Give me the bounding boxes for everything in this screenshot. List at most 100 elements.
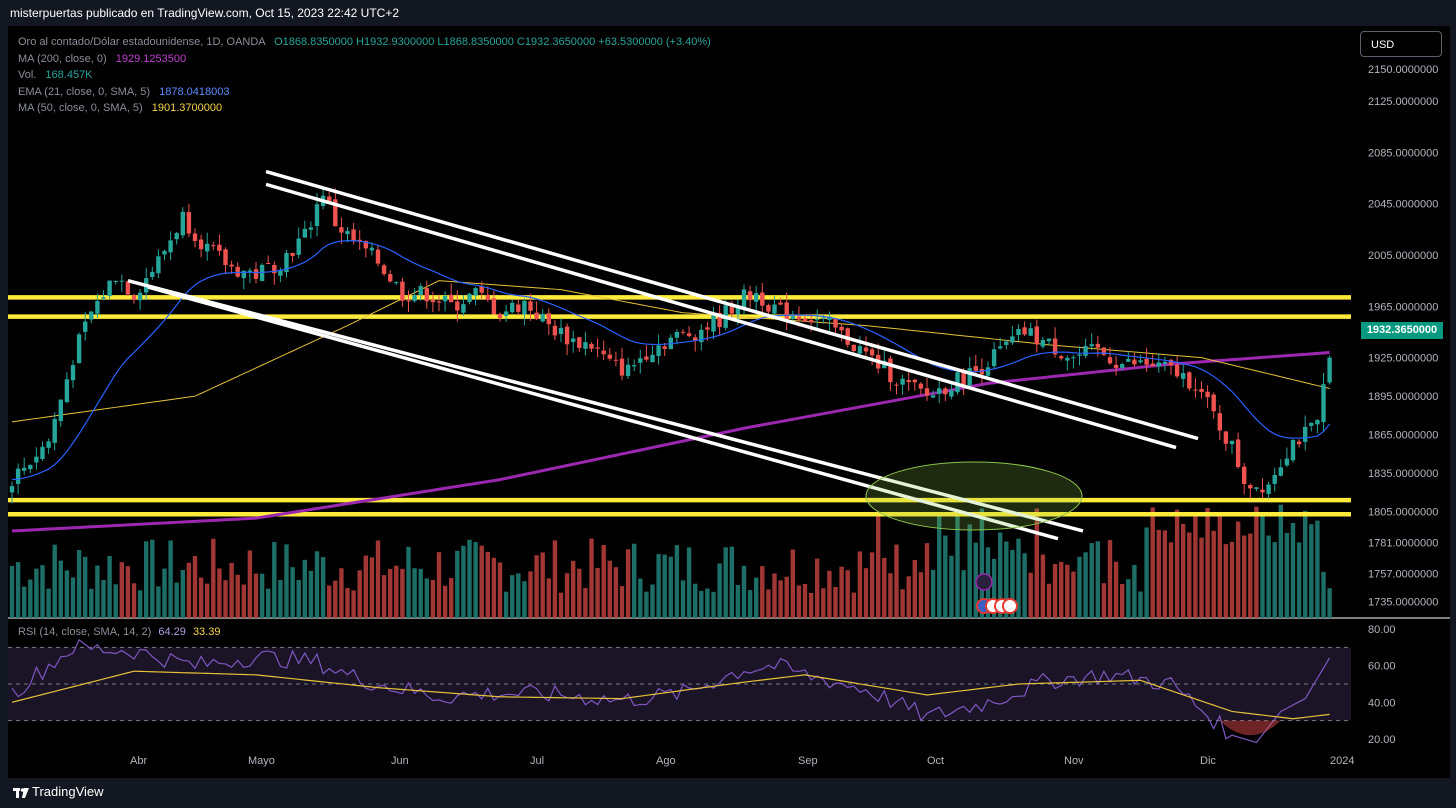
candle-body — [808, 319, 814, 323]
candle-body — [1059, 356, 1064, 359]
volume-bar — [662, 554, 667, 618]
volume-bar — [174, 582, 179, 618]
candle-body — [1260, 489, 1265, 493]
candle-body — [198, 239, 204, 250]
candle-body — [253, 269, 259, 279]
candle-body — [613, 359, 619, 361]
volume-bar — [1321, 571, 1326, 618]
volume-bar — [577, 568, 582, 618]
volume-bar — [516, 573, 521, 618]
candle-body — [375, 249, 381, 264]
volume-bar — [327, 585, 332, 618]
candle-body — [430, 299, 436, 303]
candle-body — [1199, 388, 1204, 392]
candle-body — [314, 204, 320, 227]
candle-body — [107, 280, 112, 297]
candle-body — [1290, 439, 1296, 461]
volume-bar — [430, 579, 436, 618]
candle-body — [680, 331, 686, 333]
rsi-band — [8, 647, 1351, 721]
volume-bar — [156, 586, 161, 618]
candle-body — [1272, 474, 1277, 484]
ema21-label[interactable]: EMA (21, close, 0, SMA, 5) — [18, 85, 151, 98]
candle-body — [863, 347, 869, 352]
rsi-axis-label: 20.00 — [1368, 734, 1396, 746]
candle-body — [607, 354, 612, 359]
volume-bar — [442, 585, 448, 618]
volume-bar — [1260, 512, 1265, 618]
candle-body — [186, 212, 192, 234]
candle-body — [400, 281, 405, 301]
volume-bar — [1113, 561, 1119, 618]
volume-bar — [314, 551, 320, 618]
candle-body — [1303, 426, 1308, 442]
volume-bar — [1150, 507, 1155, 618]
volume-bar — [564, 573, 570, 618]
volume-bar — [150, 539, 155, 618]
volume-bar — [485, 551, 490, 618]
candle-body — [70, 365, 76, 381]
candle-body — [930, 395, 936, 398]
chart-svg[interactable]: 2150.0000000 2125.0000000 2085.0000000 2045… — [8, 26, 1450, 778]
candle-body — [363, 240, 368, 249]
rsi-ma-value: 33.39 — [192, 626, 221, 638]
volume-bar — [357, 570, 362, 618]
ma50-label[interactable]: MA (50, close, 0, SMA, 5) — [18, 102, 143, 114]
candle-body — [1211, 394, 1216, 412]
vol-value: 168.457K — [45, 69, 93, 81]
candle-body — [168, 240, 173, 253]
candle-body — [601, 350, 606, 355]
tradingview-logo-icon[interactable] — [12, 784, 30, 802]
volume-bar — [1010, 549, 1015, 618]
volume-bar — [528, 571, 533, 618]
candle-body — [760, 292, 765, 306]
candle-body — [1095, 343, 1100, 348]
candle-body — [15, 468, 21, 484]
volume-bar — [693, 583, 698, 618]
candle-body — [290, 253, 295, 256]
candle-body — [473, 288, 478, 296]
volume-bar — [998, 532, 1003, 618]
candle-body — [1016, 329, 1021, 335]
time-axis-label: 2024 — [1330, 755, 1354, 767]
volume-bar — [70, 577, 76, 618]
tradingview-brand[interactable]: TradingView — [32, 784, 104, 799]
ma200-label[interactable]: MA (200, close, 0) — [18, 52, 107, 65]
candle-body — [1254, 487, 1259, 489]
candle-body — [1028, 328, 1033, 336]
volume-bar — [418, 568, 423, 618]
volume-bar — [1254, 506, 1259, 618]
candle-body — [247, 270, 253, 272]
candle-body — [699, 329, 704, 343]
candle-body — [278, 270, 283, 276]
volume-bar — [1303, 510, 1308, 618]
candle-body — [1089, 344, 1094, 347]
candle-body — [1296, 441, 1302, 445]
candle-body — [821, 317, 826, 319]
volume-bar — [1095, 541, 1100, 618]
candle-body — [595, 347, 600, 349]
volume-bar — [1022, 553, 1027, 618]
currency-button[interactable]: USD — [1360, 31, 1442, 57]
chart-area[interactable]: 2150.0000000 2125.0000000 2085.0000000 2045… — [8, 26, 1450, 778]
attribution-text: misterpuertas publicado en TradingView.c… — [10, 6, 399, 20]
candle-body — [1126, 358, 1131, 362]
candle-body — [137, 292, 143, 301]
candle-body — [333, 199, 338, 227]
volume-bar — [930, 569, 936, 618]
candle-body — [937, 388, 942, 394]
candle-body — [546, 313, 551, 325]
volume-bar — [949, 555, 954, 618]
candle-body — [266, 263, 271, 265]
candle-body — [174, 233, 179, 240]
vol-label[interactable]: Vol. — [18, 69, 37, 81]
volume-bar — [510, 575, 515, 618]
candle-body — [369, 247, 375, 251]
symbol-label[interactable]: Oro al contado/Dólar estadounidense, 1D,… — [18, 36, 266, 48]
volume-bar — [937, 513, 942, 618]
volume-bar — [845, 570, 850, 618]
rsi-label[interactable]: RSI (14, close, SMA, 14, 2) — [18, 626, 152, 638]
volume-bar — [723, 547, 728, 618]
volume-bar — [686, 547, 692, 618]
candle-body — [1150, 363, 1155, 367]
